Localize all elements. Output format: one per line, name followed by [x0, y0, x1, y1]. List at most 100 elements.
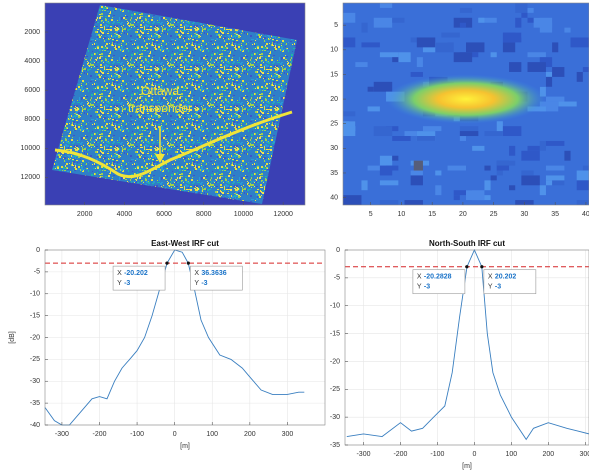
heatmap-cell	[515, 17, 522, 28]
heatmap-cell	[441, 32, 460, 38]
heatmap-cell	[527, 7, 534, 13]
heatmap-cell	[416, 57, 423, 68]
datatip-box	[412, 269, 466, 295]
heatmap-cell	[410, 71, 423, 77]
heatmap-cell	[545, 180, 565, 186]
heatmap-cell	[545, 76, 553, 87]
heatmap-cell	[410, 170, 423, 176]
heatmap-cell	[472, 145, 485, 151]
heatmap-cell	[545, 96, 565, 102]
datatip-value: 20.202	[495, 274, 517, 281]
heatmap-cell	[484, 180, 491, 191]
y-tick-label: -25	[330, 386, 340, 393]
axes-frame	[342, 2, 589, 206]
heatmap-cell	[435, 185, 442, 196]
y-tick-label: 30	[330, 145, 338, 152]
heatmap-cell	[552, 67, 565, 77]
heatmap-cell	[496, 165, 503, 176]
y-tick-label: 0	[336, 247, 340, 254]
datatip-value: -3	[495, 284, 501, 291]
heatmap-cell	[404, 200, 423, 205]
x-tick-label: -100	[430, 451, 444, 458]
x-tick-label: 200	[542, 451, 554, 458]
y-tick-label: -15	[330, 330, 340, 337]
x-tick-label: 10000	[234, 211, 254, 218]
datatip-label: X	[117, 270, 122, 277]
x-tick-label: 10	[398, 211, 406, 218]
heatmap-cell	[484, 131, 503, 137]
heatmap-cell	[459, 131, 479, 137]
y-tick-label: 10	[330, 47, 338, 54]
heatmap-cell	[576, 180, 589, 191]
y-tick-label: 2000	[24, 29, 40, 36]
heatmap-cell	[509, 145, 516, 156]
x-tick-label: 200	[244, 431, 256, 438]
x-tick-label: 15	[428, 211, 436, 218]
heatmap-cell	[435, 42, 454, 53]
heatmap-cell	[466, 42, 485, 53]
datatip-box	[190, 265, 243, 291]
heatmap-cell	[521, 12, 528, 18]
heatmap-cell	[545, 175, 565, 181]
heatmap-cell	[558, 101, 577, 107]
heatmap-cell	[343, 111, 356, 117]
x-axis-label: [m]	[180, 443, 190, 450]
heatmap-cell	[545, 71, 553, 77]
heatmap-cell	[545, 180, 553, 186]
heatmap-cell	[521, 170, 534, 176]
y-tick-label: 25	[330, 121, 338, 128]
datatip-value: -3	[201, 280, 207, 287]
heatmap-cell	[379, 165, 393, 176]
x-tick-label: 100	[506, 451, 518, 458]
heatmap-cell	[570, 37, 589, 48]
y-tick-label: 40	[330, 194, 338, 201]
heatmap-cell	[343, 126, 356, 137]
y-tick-label: -40	[30, 422, 40, 429]
y-tick-label: -5	[334, 275, 340, 282]
y-tick-label: -20	[330, 358, 340, 365]
y-tick-label: 0	[36, 247, 40, 254]
heatmap-cell	[367, 165, 387, 171]
heatmap-cell	[373, 126, 393, 137]
heatmap-cell	[361, 180, 368, 191]
heatmap-cell	[392, 57, 399, 63]
y-tick-label: -5	[34, 269, 40, 276]
dark-cell	[413, 160, 423, 171]
y-tick-label: 15	[330, 71, 338, 78]
heatmap-cell	[379, 155, 393, 166]
x-tick-label: 300	[579, 451, 589, 458]
y-axis-label: [dB]	[9, 331, 16, 344]
datatip-box	[483, 269, 537, 295]
x-tick-label: -200	[393, 451, 407, 458]
heatmap-cell	[392, 155, 399, 161]
datatip-value: -20.2828	[424, 274, 452, 281]
y-tick-label: 20	[330, 96, 338, 103]
heatmap-cell	[410, 175, 423, 186]
y-tick-label: 10000	[21, 145, 41, 152]
heatmap-cell	[343, 37, 356, 48]
heatmap-cell	[367, 106, 380, 112]
heatmap-cell	[379, 3, 393, 8]
x-tick-label: -100	[130, 431, 144, 438]
axes-frame	[44, 2, 306, 206]
y-tick-label: 8000	[24, 116, 40, 123]
heatmap-cell	[576, 200, 583, 205]
heatmap-cell	[576, 170, 589, 181]
y-tick-label: 5	[334, 22, 338, 29]
datatip-label: Y	[117, 280, 122, 287]
x-tick-label: 4000	[117, 211, 133, 218]
datatip-value: -3	[124, 280, 130, 287]
annotation: transponder	[128, 101, 192, 115]
y-tick-label: -15	[30, 312, 40, 319]
heatmap-cell	[539, 101, 559, 112]
heatmap-cell	[502, 126, 522, 137]
heatmap-cell	[416, 37, 436, 48]
heatmap-cell	[478, 17, 485, 23]
irf-line	[346, 248, 589, 441]
annotation: Ottawa	[141, 84, 179, 98]
heatmap-cell	[521, 175, 540, 186]
x-axis-label: [m]	[462, 463, 472, 470]
heatmap-cell	[379, 180, 399, 186]
heatmap-cell	[478, 17, 497, 23]
chart-title: North-South IRF cut	[429, 239, 505, 248]
